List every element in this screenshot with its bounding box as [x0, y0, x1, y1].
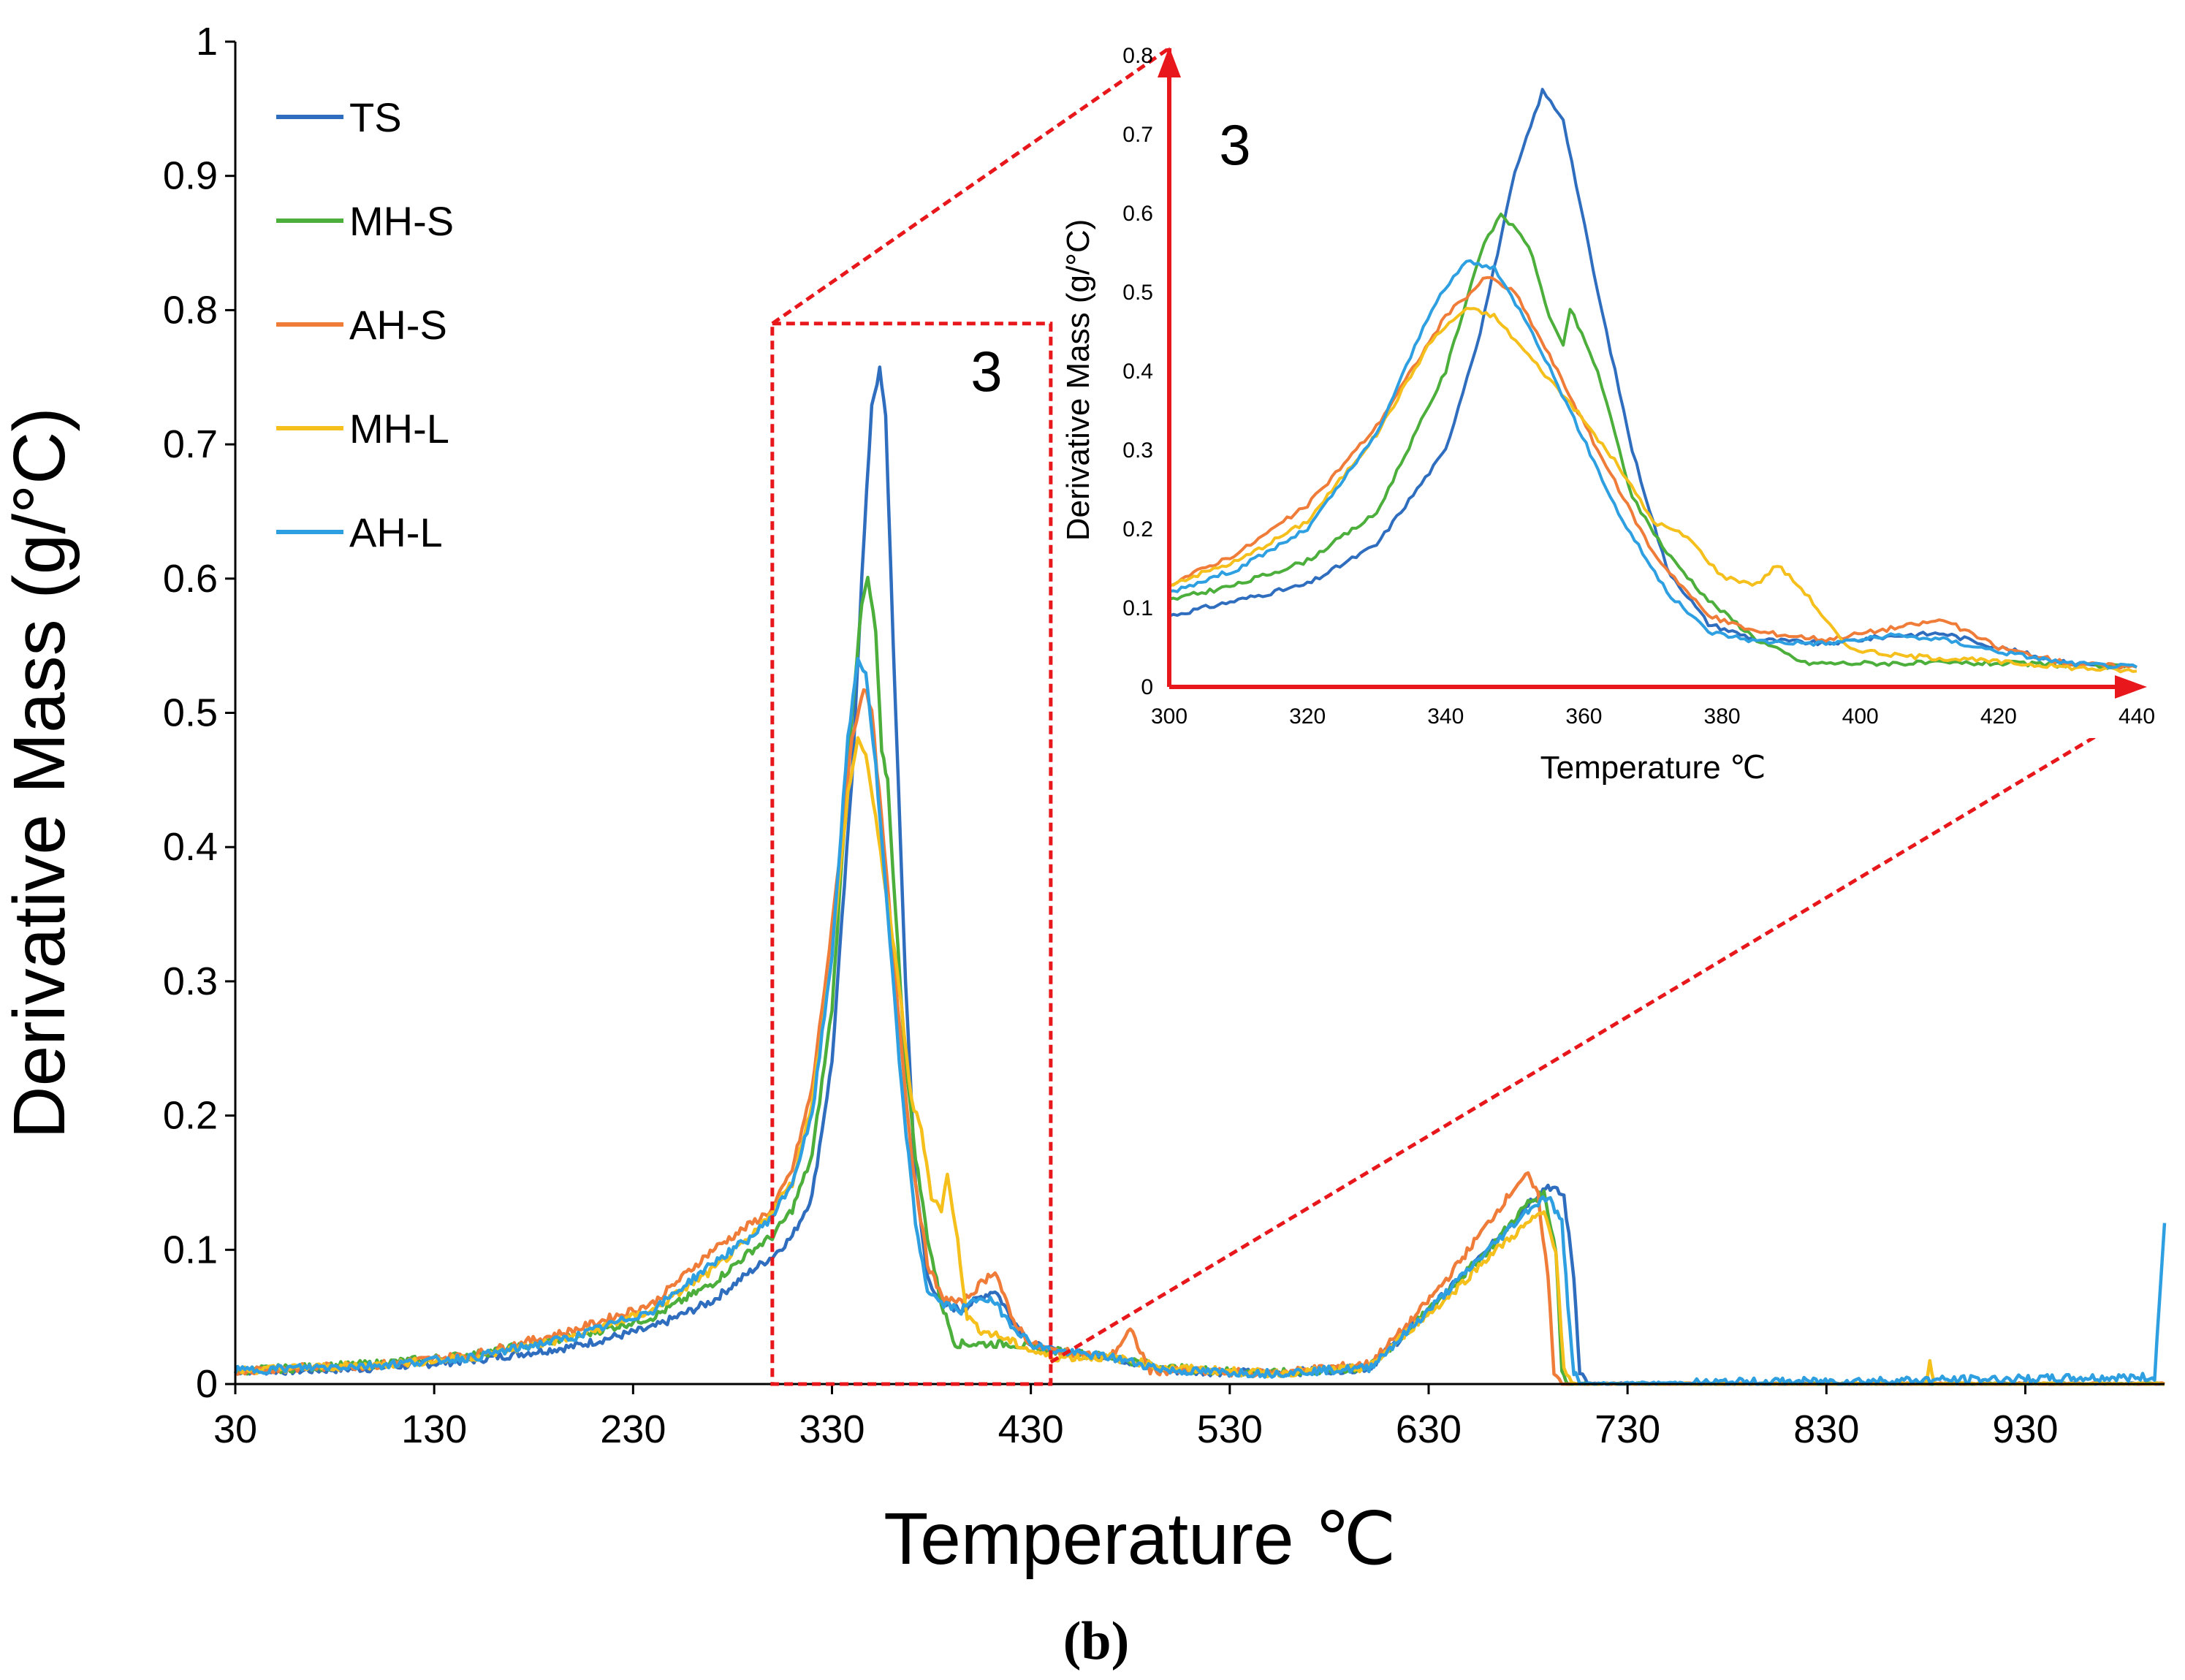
inset-y-axis-arrow [1158, 47, 1181, 77]
legend-label-mh-l: MH-L [349, 406, 449, 452]
main-axes [225, 40, 2165, 1394]
inset-y-tick-label: 0 [1141, 675, 1153, 699]
inset-series-group [1168, 88, 2138, 674]
legend: TS MH-S AH-S MH-L AH-L [276, 94, 454, 555]
inset-x-tick-label: 360 [1565, 704, 1602, 729]
inset-y-tick-label: 0.8 [1122, 44, 1153, 68]
main-y-tick-label: 0.7 [163, 422, 218, 466]
legend-label-ah-s: AH-S [349, 302, 447, 348]
main-y-tick-label: 1 [196, 20, 218, 64]
inset-x-axis-arrow [2115, 675, 2147, 699]
main-x-tick-label: 530 [1197, 1407, 1263, 1451]
main-x-tick-label: 130 [401, 1407, 467, 1451]
main-x-tick-label: 630 [1396, 1407, 1462, 1451]
inset-y-tick-label: 0.3 [1122, 438, 1153, 463]
inset-y-tick-label: 0.4 [1122, 360, 1153, 384]
main-y-tick-label: 0.6 [163, 557, 218, 601]
zoom-connector-bottom [1049, 714, 2131, 1364]
inset-x-tick-label: 380 [1704, 704, 1741, 729]
inset-y-tick-label: 0.5 [1122, 281, 1153, 305]
inset-x-tick-label: 340 [1427, 704, 1464, 729]
inset-y-axis-label: Derivative Mass (g/°C) [1060, 219, 1096, 541]
main-y-tick-label: 0.1 [163, 1228, 218, 1272]
main-y-tick-label: 0.3 [163, 959, 218, 1003]
main-y-axis-label: Derivative Mass (g/°C) [0, 407, 80, 1139]
inset-x-tick-label: 320 [1289, 704, 1326, 729]
main-y-tick-label: 0.8 [163, 288, 218, 332]
inset-y-tick-label: 0.7 [1122, 123, 1153, 147]
inset-annotation-label: 3 [1219, 113, 1250, 177]
inset-background [1168, 51, 2140, 738]
main-y-tick-label: 0.5 [163, 691, 218, 735]
figure-label: (b) [1063, 1611, 1129, 1671]
zoom-indicator [770, 46, 2131, 1386]
main-x-axis-label: Temperature ℃ [884, 1498, 1396, 1580]
inset-y-tick-label: 0.2 [1122, 517, 1153, 541]
legend-label-mh-s: MH-S [349, 198, 454, 244]
inset-series-line-ah-s [1168, 275, 2138, 670]
main-y-tick-label: 0.9 [163, 154, 218, 198]
inset-y-tick-label: 0.6 [1122, 202, 1153, 226]
inset-axes [1158, 47, 2147, 699]
main-x-tick-label: 730 [1595, 1407, 1660, 1451]
main-x-tick-label: 30 [213, 1407, 257, 1451]
inset-x-tick-label: 440 [2118, 704, 2155, 729]
inset-x-tick-label: 420 [1980, 704, 2017, 729]
main-x-tick-label: 930 [1992, 1407, 2058, 1451]
inset-series-line-ts [1168, 88, 2138, 669]
main-x-tick-label: 430 [998, 1407, 1064, 1451]
main-y-tick-label: 0.4 [163, 825, 218, 869]
inset-tick-labels: 0 0.1 0.2 0.3 0.4 0.5 0.6 0.7 0.8 300 320 340 360 380… [1122, 44, 2155, 729]
main-x-tick-label: 230 [600, 1407, 666, 1451]
main-x-tick-label: 330 [799, 1407, 864, 1451]
inset-series-line-ah-l [1168, 259, 2138, 669]
inset-x-axis-label: Temperature ℃ [1540, 750, 1766, 786]
inset-series-line-mh-l [1168, 306, 2138, 674]
legend-label-ah-l: AH-L [349, 509, 443, 555]
zoom-connector-top [771, 46, 1171, 325]
zoom-box [770, 322, 1053, 1386]
legend-label-ts: TS [349, 94, 402, 140]
main-x-tick-label: 830 [1793, 1407, 1859, 1451]
main-annotation-label: 3 [970, 339, 1002, 403]
main-y-tick-label: 0.2 [163, 1094, 218, 1138]
main-y-tick-label: 0 [196, 1362, 218, 1406]
inset-y-tick-label: 0.1 [1122, 596, 1153, 620]
inset-chart: 0 0.1 0.2 0.3 0.4 0.5 0.6 0.7 0.8 300 320 340 360 380… [1122, 44, 2155, 738]
inset-series-line-mh-s [1168, 212, 2138, 670]
inset-x-tick-label: 300 [1151, 704, 1188, 729]
inset-x-tick-label: 400 [1842, 704, 1879, 729]
